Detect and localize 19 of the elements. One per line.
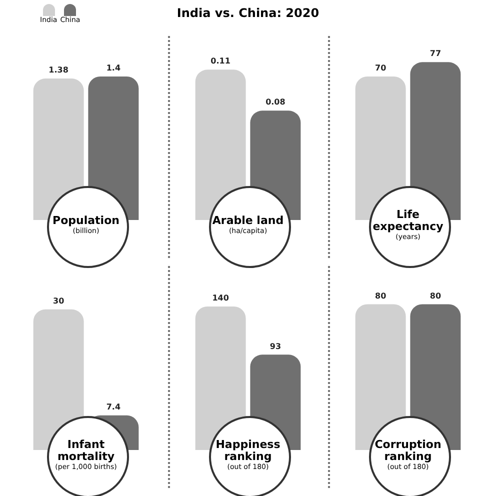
data-label: 70 <box>374 64 387 73</box>
text: Infant mortality <box>56 438 115 462</box>
text: India vs. China: 2020 <box>176 6 320 20</box>
text: Corruption ranking <box>374 438 442 462</box>
data-label: 0.08 <box>266 98 286 107</box>
data-label: 80 <box>374 291 387 300</box>
text: Arable land <box>212 214 284 226</box>
text: Happiness ranking <box>214 438 282 462</box>
data-label: 30 <box>52 296 65 306</box>
data-label: 140 <box>212 294 230 303</box>
data-label: 80 <box>430 291 442 300</box>
data-label: 1.4 <box>106 64 121 73</box>
text: Life expectancy <box>372 208 444 232</box>
data-label: 93 <box>270 342 282 351</box>
text: Population <box>52 214 120 226</box>
data-label: 77 <box>430 49 442 58</box>
data-label: 7.4 <box>106 402 121 412</box>
data-label: 0.11 <box>210 56 231 66</box>
data-label: 1.38 <box>48 66 69 75</box>
